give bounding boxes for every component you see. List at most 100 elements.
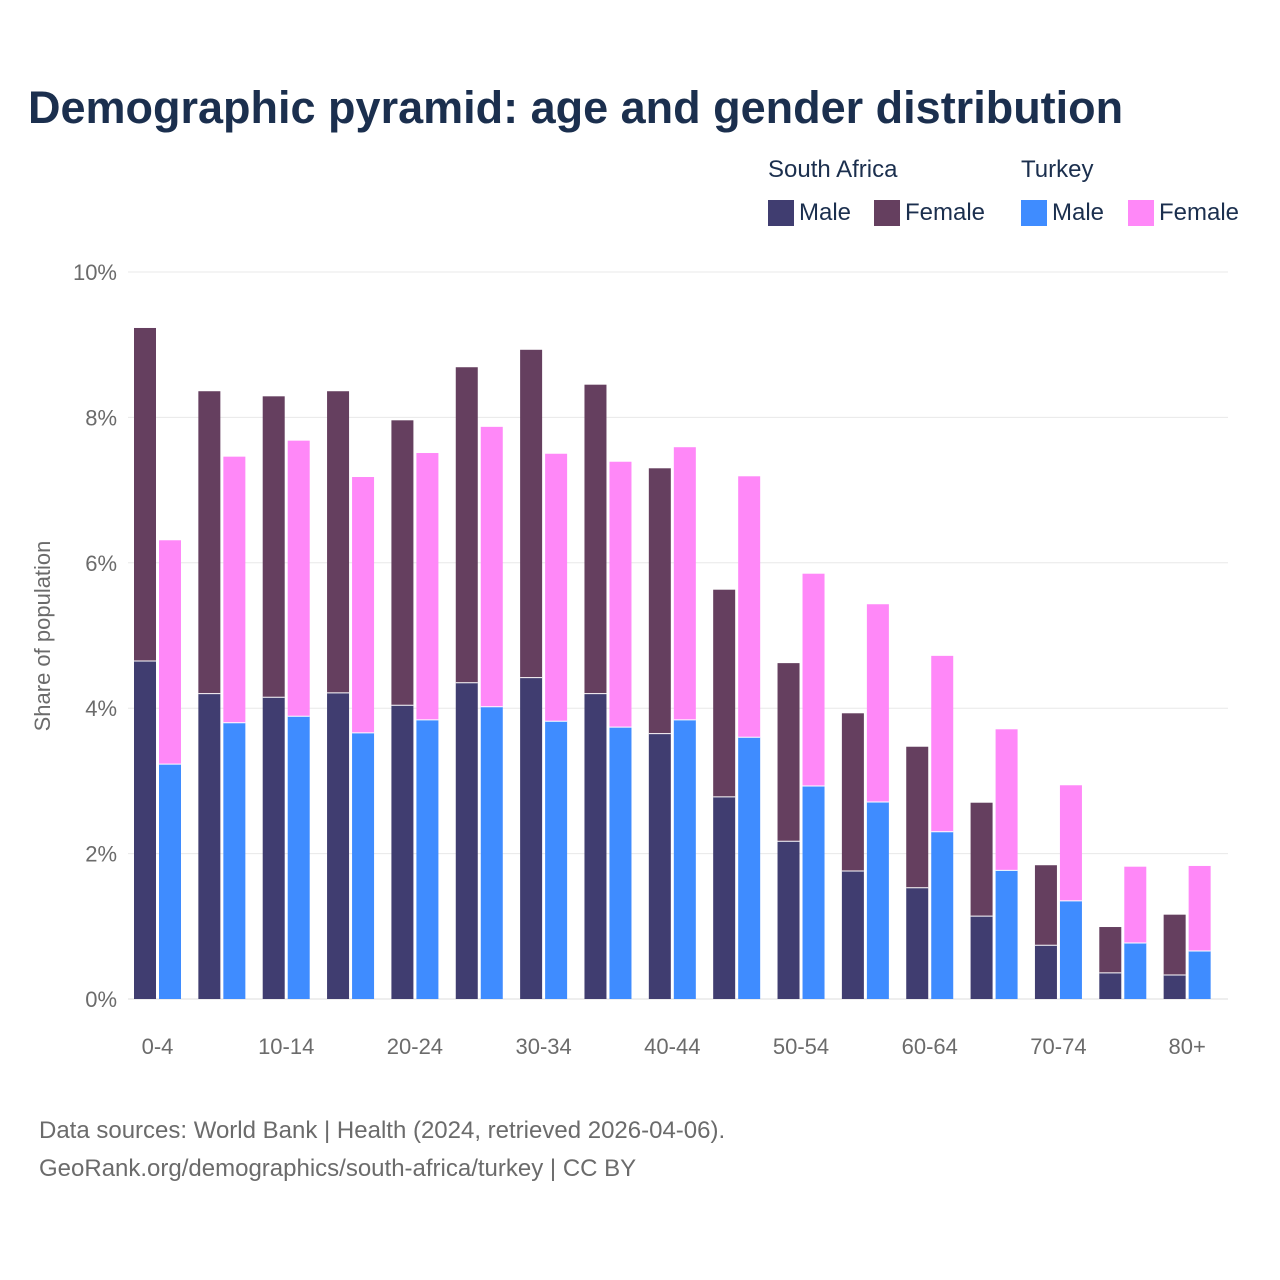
bar-south-africa-male — [391, 705, 414, 999]
legend-label: Female — [1159, 199, 1240, 226]
legend-swatch — [768, 200, 794, 226]
y-tick-label: 10% — [73, 260, 117, 285]
bar-turkey-female — [352, 477, 375, 733]
bar-turkey-female — [287, 440, 310, 717]
bar-south-africa-male — [134, 660, 156, 999]
y-tick-label: 4% — [85, 696, 117, 721]
bar-south-africa-male — [777, 841, 800, 999]
x-tick-label: 60-64 — [902, 1034, 958, 1059]
y-tick-label: 0% — [85, 987, 117, 1012]
bar-south-africa-male — [455, 682, 478, 999]
bar-south-africa-female — [713, 589, 736, 797]
bar-turkey-female — [609, 461, 632, 728]
bar-turkey-male — [480, 706, 503, 999]
legend-item-turkey-female[interactable]: Female — [1128, 199, 1239, 227]
bar-south-africa-female — [262, 396, 285, 698]
chart-title: Demographic pyramid: age and gender dist… — [28, 82, 1124, 133]
legend-label: Male — [799, 199, 852, 226]
bar-turkey-male — [738, 737, 761, 999]
x-tick-label: 70-74 — [1030, 1034, 1086, 1059]
bar-turkey-female — [480, 426, 503, 707]
y-axis-label: Share of population — [30, 541, 55, 732]
bar-south-africa-female — [584, 384, 607, 694]
legend-swatch — [874, 200, 900, 226]
bar-turkey-male — [545, 721, 568, 999]
bar-south-africa-female — [327, 391, 350, 693]
bar-south-africa-male — [841, 871, 864, 999]
x-tick-label: 30-34 — [515, 1034, 571, 1059]
bar-turkey-female — [1188, 865, 1211, 952]
bar-turkey-male — [802, 785, 825, 999]
source-line-2[interactable]: GeoRank.org/demographics/south-africa/tu… — [39, 1155, 637, 1182]
legend-group-south-africa: South Africa — [768, 156, 898, 183]
bar-south-africa-female — [520, 349, 543, 678]
x-tick-label: 10-14 — [258, 1034, 314, 1059]
bar-turkey-female — [931, 655, 954, 832]
bar-south-africa-female — [1034, 865, 1057, 946]
legend-item-south-africa-female[interactable]: Female — [874, 199, 985, 227]
source-line-1: Data sources: World Bank | Health (2024,… — [39, 1117, 726, 1144]
x-tick-label: 80+ — [1168, 1034, 1205, 1059]
legend-label: Male — [1052, 199, 1105, 226]
y-tick-label: 8% — [85, 405, 117, 430]
bar-turkey-male — [673, 719, 696, 999]
bar-south-africa-male — [1034, 945, 1057, 999]
legend-swatch — [1128, 200, 1154, 226]
legend-label: Female — [905, 199, 986, 226]
bar-turkey-female — [995, 729, 1018, 871]
bar-turkey-female — [545, 453, 568, 722]
bar-south-africa-female — [391, 420, 414, 706]
y-tick-label: 2% — [85, 842, 117, 867]
bar-south-africa-male — [1099, 972, 1122, 999]
y-tick-label: 6% — [85, 551, 117, 576]
bar-turkey-female — [1124, 866, 1147, 944]
x-tick-label: 20-24 — [387, 1034, 443, 1059]
bar-south-africa-female — [134, 327, 156, 661]
bar-south-africa-female — [1163, 914, 1186, 976]
legend-group-turkey: Turkey — [1021, 156, 1094, 183]
bar-turkey-male — [352, 732, 375, 999]
bar-south-africa-male — [648, 733, 671, 999]
bar-south-africa-male — [906, 887, 929, 999]
bar-south-africa-male — [584, 693, 607, 999]
bar-turkey-female — [738, 476, 761, 738]
bar-turkey-male — [1124, 943, 1147, 999]
bar-turkey-male — [995, 870, 1018, 999]
bar-south-africa-female — [455, 367, 478, 683]
legend-item-turkey-male[interactable]: Male — [1021, 199, 1104, 227]
bar-turkey-female — [866, 604, 889, 802]
bar-turkey-male — [1059, 900, 1082, 999]
x-tick-label: 0-4 — [142, 1034, 174, 1059]
bar-turkey-female — [802, 573, 825, 786]
bar-south-africa-female — [777, 663, 800, 842]
bar-south-africa-female — [1099, 927, 1122, 973]
bar-turkey-female — [1059, 785, 1082, 901]
bar-south-africa-female — [841, 713, 864, 872]
bar-south-africa-female — [648, 468, 671, 734]
bar-turkey-female — [416, 453, 439, 720]
bar-turkey-male — [931, 831, 954, 999]
bar-south-africa-male — [198, 693, 221, 999]
bar-south-africa-male — [520, 677, 543, 999]
bar-turkey-male — [609, 727, 632, 999]
bar-turkey-male — [287, 716, 310, 999]
legend-swatch — [1021, 200, 1047, 226]
bar-turkey-male — [159, 764, 181, 999]
bar-turkey-female — [673, 447, 696, 720]
bar-south-africa-male — [970, 916, 993, 999]
x-tick-label: 50-54 — [773, 1034, 829, 1059]
bar-south-africa-female — [198, 391, 221, 694]
bar-turkey-female — [159, 540, 181, 765]
bar-turkey-male — [223, 722, 246, 999]
bar-south-africa-male — [262, 697, 285, 999]
bar-south-africa-female — [906, 746, 929, 888]
bar-south-africa-male — [327, 692, 350, 999]
bar-south-africa-female — [970, 802, 993, 917]
bar-south-africa-male — [713, 796, 736, 999]
legend-item-south-africa-male[interactable]: Male — [768, 199, 851, 227]
bar-turkey-female — [223, 456, 246, 723]
bar-turkey-male — [416, 719, 439, 999]
bar-turkey-male — [1188, 951, 1211, 999]
